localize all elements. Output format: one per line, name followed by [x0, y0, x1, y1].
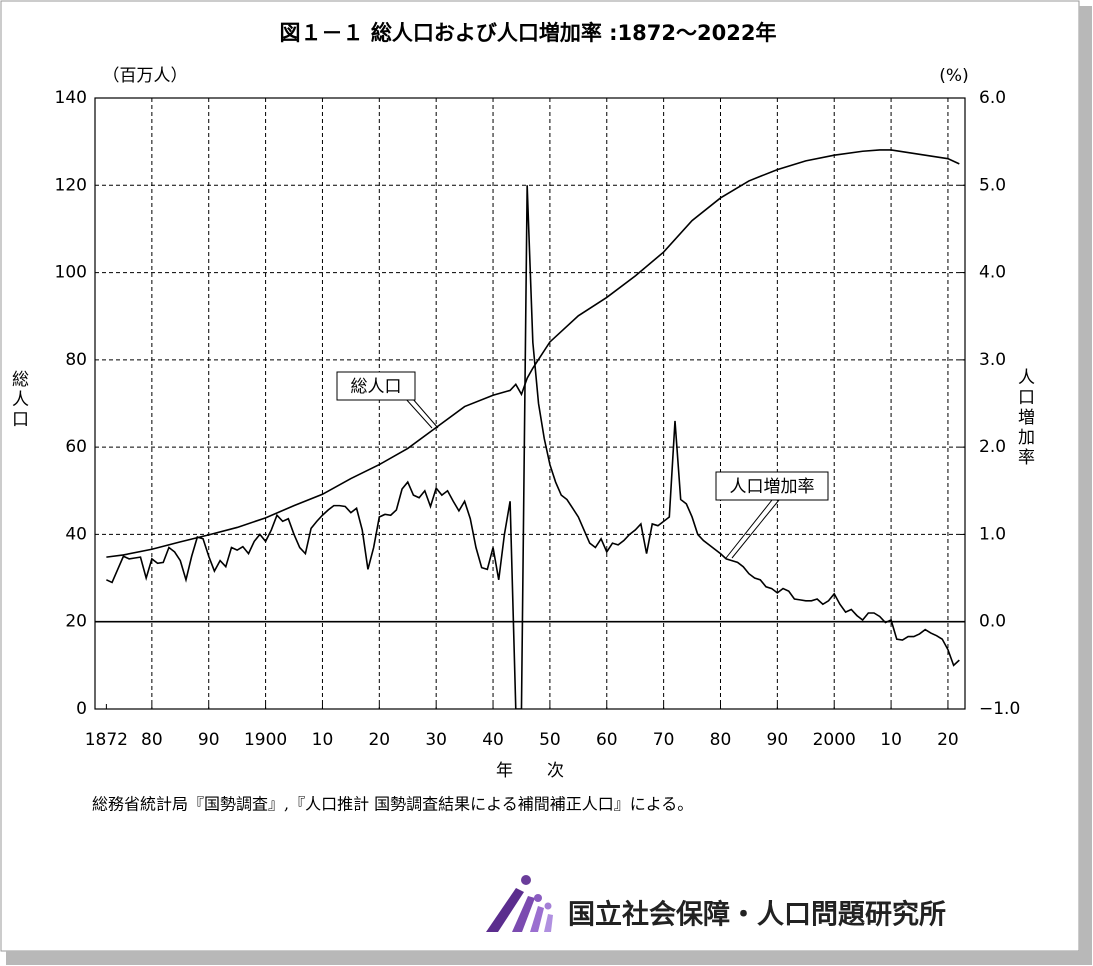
frame-shadow: [6, 951, 1092, 965]
series-label: 総人口: [351, 377, 402, 397]
x-tick-label: 80: [141, 730, 163, 750]
x-tick-label: 70: [653, 730, 675, 750]
x-tick-label: 1872: [85, 730, 128, 750]
y2-tick-label: 0.0: [979, 612, 1006, 632]
x-tick-label: 10: [880, 730, 902, 750]
y2-tick-label: 4.0: [979, 263, 1006, 283]
x-tick-label: 50: [539, 730, 561, 750]
y-tick-label: 60: [65, 437, 87, 457]
x-tick-label: 10: [312, 730, 334, 750]
x-tick-label: 60: [596, 730, 618, 750]
y-tick-label: 140: [55, 88, 87, 108]
chart-title: 図１－１ 総人口および人口増加率 :1872～2022年: [280, 21, 777, 45]
callout-leader: [404, 397, 433, 429]
logo-icon: [486, 875, 553, 932]
y2-unit: (%): [939, 66, 968, 86]
y2-axis-label: 人口増加率: [1014, 368, 1035, 468]
logo-text: 国立社会保障・人口問題研究所: [568, 899, 946, 931]
x-tick-label: 90: [198, 730, 220, 750]
x-tick-label: 20: [368, 730, 390, 750]
frame-shadow: [1079, 6, 1092, 964]
plot-area: 1872 80 90 1900 10 20 30 40 50 60 70 80 90 2000 10 20 0 2…: [55, 88, 1021, 750]
plot-border: [94, 97, 966, 710]
y2-tick-label: 6.0: [979, 88, 1006, 108]
y-tick-label: 0: [76, 699, 87, 719]
x-tick-label: 30: [425, 730, 447, 750]
source-note: 総務省統計局『国勢調査』,『人口推計 国勢調査結果による補間補正人口』による。: [92, 795, 693, 814]
y-tick-label: 80: [65, 350, 87, 370]
y-tick-label: 100: [55, 263, 87, 283]
series-line: [106, 149, 960, 558]
y2-tick-label: 1.0: [979, 524, 1006, 544]
y-tick-label: 20: [65, 612, 87, 632]
y-tick-label: 120: [55, 175, 87, 195]
callout-leader: [731, 499, 780, 559]
callout-box: [336, 371, 416, 401]
series-line: [106, 185, 960, 709]
callout-leader: [411, 397, 439, 429]
y-unit: （百万人）: [103, 66, 188, 86]
y2-tick-label: 3.0: [979, 350, 1006, 370]
y2-tick-label: 5.0: [979, 175, 1006, 195]
y2-tick-label: −1.0: [979, 699, 1020, 719]
x-tick-label: 80: [710, 730, 732, 750]
y2-tick-label: 2.0: [979, 437, 1006, 457]
x-axis-label: 年 次: [496, 761, 564, 781]
x-tick-label: 90: [767, 730, 789, 750]
x-tick-label: 20: [937, 730, 959, 750]
x-tick-label: 2000: [813, 730, 856, 750]
series-label: 人口増加率: [730, 477, 815, 497]
frame: [0, 0, 1080, 952]
callout-leader: [725, 499, 773, 559]
y-axis-label: 総人口: [8, 370, 29, 430]
x-tick-label: 40: [482, 730, 504, 750]
y-tick-label: 40: [65, 524, 87, 544]
callout-box: [715, 471, 829, 501]
x-tick-label: 1900: [244, 730, 287, 750]
